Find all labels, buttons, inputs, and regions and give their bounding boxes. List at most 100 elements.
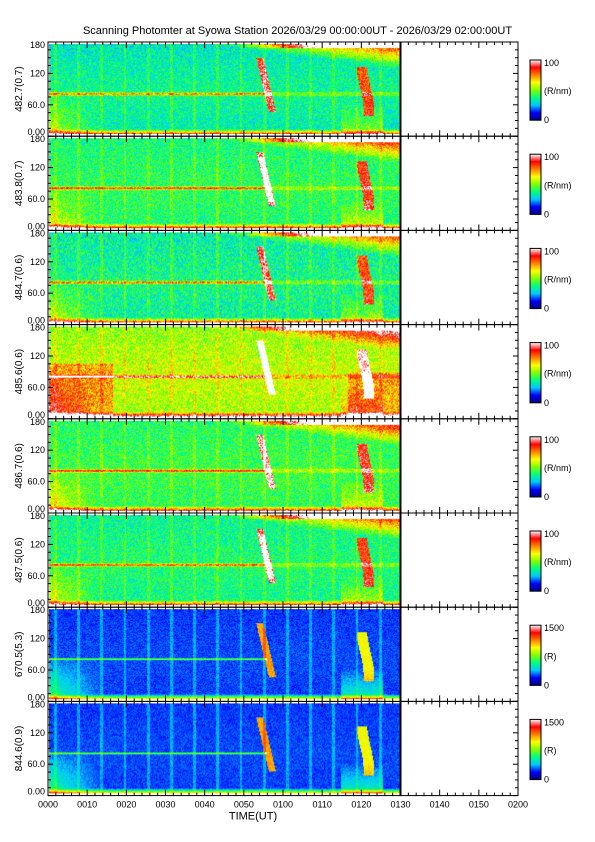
colorbar <box>529 342 542 404</box>
x-tick-label: 0040 <box>195 800 215 810</box>
x-tick-label: 0050 <box>234 800 254 810</box>
x-tick-label: 0140 <box>430 800 450 810</box>
colorbar <box>529 530 542 592</box>
y-tick-label: 180 <box>30 228 45 238</box>
y-tick-label: 180 <box>30 699 45 709</box>
y-tick-label: 60.0 <box>27 382 45 392</box>
colorbar-min-label: 0 <box>544 680 549 690</box>
y-tick-label: 0.00 <box>27 127 45 137</box>
colorbar <box>529 624 542 686</box>
panel-7: 0.00 60.0 120 180 670.5(5.3) 1500 0 (R) <box>14 605 564 702</box>
panel-ylabel: 670.5(5.3) <box>14 632 25 678</box>
y-tick-label: 60.0 <box>27 194 45 204</box>
colorbar-max-label: 100 <box>544 341 559 351</box>
colorbar-unit-label: (R) <box>544 746 557 756</box>
x-tick-label: 0000 <box>38 800 58 810</box>
y-tick-label: 120 <box>30 634 45 644</box>
heatmap-image-6 <box>49 515 400 605</box>
y-tick-label: 60.0 <box>27 100 45 110</box>
colorbar <box>529 59 542 121</box>
colorbar-min-label: 0 <box>544 492 549 502</box>
heatmap-image-8 <box>49 703 400 794</box>
panel-5: 0.00 60.0 120 180 486.7(0.6) 100 0 (R/nm) <box>14 417 572 514</box>
y-tick-label: 60.0 <box>27 665 45 675</box>
colorbar-min-label: 0 <box>544 586 549 596</box>
y-tick-label: 60.0 <box>27 571 45 581</box>
y-tick-label: 120 <box>30 728 45 738</box>
panel-4: 0.00 60.0 120 180 485.6(0.6) 100 0 (R/nm) <box>14 323 572 420</box>
chart-title: Scanning Photomter at Syowa Station 2026… <box>82 25 513 37</box>
panel-ylabel: 483.8(0.7) <box>14 161 25 207</box>
y-tick-label: 120 <box>30 445 45 455</box>
heatmap-image-7 <box>49 609 400 700</box>
y-tick-label: 0.00 <box>27 221 45 231</box>
panel-ylabel: 844.6(0.9) <box>14 726 25 772</box>
y-tick-label: 0.00 <box>27 316 45 326</box>
colorbar-max-label: 1500 <box>544 623 564 633</box>
y-tick-label: 120 <box>30 351 45 361</box>
y-tick-label: 0.00 <box>27 410 45 420</box>
colorbar-min-label: 0 <box>544 304 549 314</box>
x-tick-label: 0010 <box>77 800 97 810</box>
y-tick-label: 0.00 <box>27 787 45 797</box>
colorbar-max-label: 100 <box>544 152 559 162</box>
y-tick-label: 120 <box>30 68 45 78</box>
x-tick-label: 0100 <box>273 800 293 810</box>
x-tick-label: 0030 <box>155 800 175 810</box>
colorbar-max-label: 100 <box>544 58 559 68</box>
colorbar <box>529 153 542 215</box>
y-tick-label: 180 <box>30 323 45 333</box>
colorbar-min-label: 0 <box>544 775 549 785</box>
y-tick-label: 120 <box>30 539 45 549</box>
y-tick-label: 180 <box>30 511 45 521</box>
colorbar-min-label: 0 <box>544 115 549 125</box>
x-axis-label: TIME(UT) <box>229 811 277 823</box>
colorbar-max-label: 100 <box>544 246 559 256</box>
x-tick-label: 0120 <box>351 800 371 810</box>
panel-ylabel: 486.7(0.6) <box>14 443 25 489</box>
y-tick-label: 120 <box>30 257 45 267</box>
panel-1: 0.00 60.0 120 180 482.7(0.7) 100 0 (R/nm) <box>14 40 572 137</box>
colorbar-unit-label: (R/nm) <box>544 180 572 190</box>
x-tick-label: 0020 <box>116 800 136 810</box>
y-tick-label: 180 <box>30 417 45 427</box>
panel-2: 0.00 60.0 120 180 483.8(0.7) 100 0 (R/nm) <box>14 134 572 231</box>
y-tick-label: 0.00 <box>27 598 45 608</box>
heatmap-image-3 <box>49 232 400 323</box>
colorbar-unit-label: (R/nm) <box>544 463 572 473</box>
heatmap-image-4 <box>49 326 400 417</box>
colorbar <box>529 436 542 498</box>
panel-ylabel: 487.5(0.6) <box>14 537 25 583</box>
heatmap-image-1 <box>49 44 400 134</box>
colorbar-unit-label: (R/nm) <box>544 557 572 567</box>
panel-8: 0.00 60.0 120 180 844.6(0.9) 1500 0 (R) <box>14 699 564 796</box>
y-tick-label: 120 <box>30 163 45 173</box>
y-tick-label: 180 <box>30 40 45 50</box>
colorbar-unit-label: (R) <box>544 651 557 661</box>
colorbar-unit-label: (R/nm) <box>544 369 572 379</box>
y-tick-label: 0.00 <box>27 692 45 702</box>
y-tick-label: 0.00 <box>27 504 45 514</box>
colorbar-min-label: 0 <box>544 209 549 219</box>
colorbar <box>529 718 542 781</box>
colorbar-max-label: 1500 <box>544 717 564 727</box>
colorbar-unit-label: (R/nm) <box>544 86 572 96</box>
panel-3: 0.00 60.0 120 180 484.7(0.6) 100 0 (R/nm) <box>14 228 572 325</box>
y-tick-label: 60.0 <box>27 477 45 487</box>
panel-ylabel: 485.6(0.6) <box>14 349 25 395</box>
colorbar-min-label: 0 <box>544 398 549 408</box>
heatmap-image-2 <box>49 138 400 229</box>
y-tick-label: 60.0 <box>27 759 45 769</box>
x-tick-label: 0150 <box>469 800 489 810</box>
panel-ylabel: 482.7(0.7) <box>14 66 25 112</box>
x-tick-label: 0200 <box>508 800 528 810</box>
panel-6: 0.00 60.0 120 180 487.5(0.6) 100 0 (R/nm) <box>14 511 572 608</box>
y-tick-label: 180 <box>30 605 45 615</box>
y-tick-label: 60.0 <box>27 288 45 298</box>
colorbar-max-label: 100 <box>544 529 559 539</box>
colorbar-unit-label: (R/nm) <box>544 275 572 285</box>
colorbar-max-label: 100 <box>544 435 559 445</box>
x-tick-label: 0130 <box>390 800 410 810</box>
x-tick-label: 0110 <box>312 800 331 810</box>
